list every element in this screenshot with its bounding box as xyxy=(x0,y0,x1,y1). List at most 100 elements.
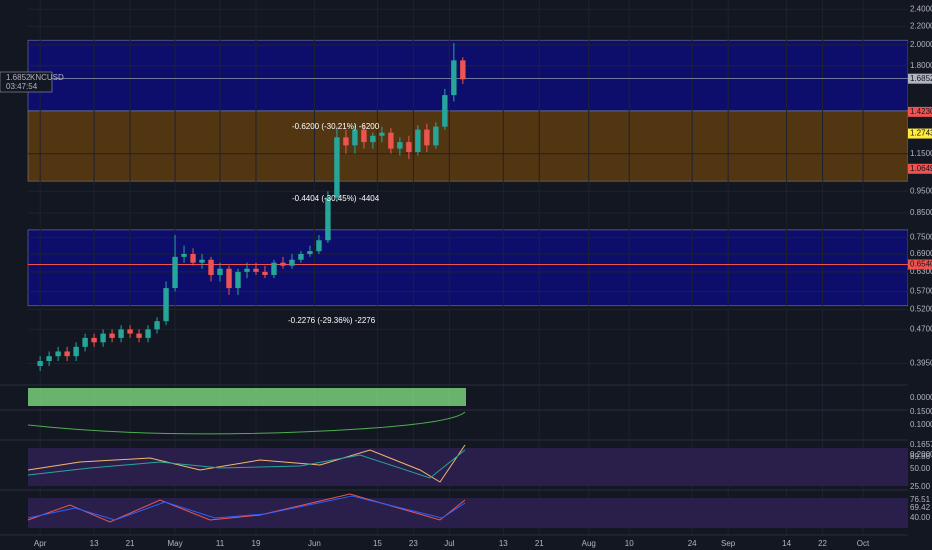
candle-body xyxy=(343,137,349,146)
x-tick-label: Jul xyxy=(444,539,454,548)
x-tick-label: Jun xyxy=(308,539,321,548)
candle-body xyxy=(46,356,52,362)
symbol: KNCUSD xyxy=(30,73,64,82)
y-tick-label: 2.2000 xyxy=(910,21,932,30)
x-tick-label: Sep xyxy=(721,539,736,548)
x-tick-label: 15 xyxy=(373,539,382,548)
y-tick-label: 2.4000 xyxy=(910,4,932,13)
price-tag xyxy=(908,106,932,117)
x-tick-label: 13 xyxy=(90,539,99,548)
candle-body xyxy=(199,259,205,263)
x-tick-label: 14 xyxy=(782,539,791,548)
candle-body xyxy=(172,256,178,289)
rsi-signal xyxy=(27,449,466,479)
zone xyxy=(27,229,909,307)
candle-body xyxy=(37,361,43,366)
candle-body xyxy=(235,271,241,289)
candle-body xyxy=(127,329,133,334)
rsi-line xyxy=(27,444,466,483)
candle-body xyxy=(433,126,439,146)
candle-body xyxy=(442,95,448,127)
candle-body xyxy=(91,337,97,343)
candle-body xyxy=(397,142,403,149)
stoch-band xyxy=(28,498,908,528)
candle-body xyxy=(73,346,79,357)
stoch-d xyxy=(27,495,466,521)
candle-body xyxy=(361,129,367,143)
candle-body xyxy=(352,129,358,146)
last-price-tag xyxy=(908,73,932,84)
candle-body xyxy=(244,268,250,272)
x-tick-label: Aug xyxy=(582,539,596,548)
last-price-tag-label: 1.6852 xyxy=(910,74,932,83)
price-tag xyxy=(908,128,932,139)
candle-body xyxy=(163,288,169,322)
candle-body xyxy=(55,351,61,357)
symbol-tag xyxy=(0,71,53,93)
price-tag-label: 1.0649 xyxy=(910,164,932,173)
price-tag-label: 1.4230 xyxy=(910,107,932,116)
candle-body xyxy=(334,137,340,198)
candle-body xyxy=(325,197,331,241)
pane-label: 40.00 xyxy=(910,513,931,522)
pane-label: 0.2000 xyxy=(910,450,932,459)
x-tick-label: 22 xyxy=(818,539,827,548)
candle-body xyxy=(424,129,430,146)
candle-body xyxy=(154,321,160,330)
candle-body xyxy=(82,337,88,347)
candle-body xyxy=(145,329,151,338)
candle-body xyxy=(100,333,106,343)
candle-body xyxy=(109,333,115,338)
x-tick-label: May xyxy=(167,539,182,548)
x-tick-label: 21 xyxy=(535,539,544,548)
y-tick-label: 0.3950 xyxy=(910,359,932,368)
candle-body xyxy=(262,271,268,275)
candle-body xyxy=(316,240,322,252)
candle-body xyxy=(253,268,259,272)
candle-body xyxy=(118,329,124,338)
adx-line xyxy=(27,411,466,435)
zones xyxy=(27,39,909,307)
rsi-band xyxy=(28,448,908,486)
candle-body xyxy=(460,60,466,80)
candle-body xyxy=(136,333,142,338)
annotation: -0.4404 (-30.45%) -4404 xyxy=(292,194,380,203)
candle-body xyxy=(406,142,412,152)
annotation: -0.6200 (-30.21%) -6200 xyxy=(292,122,380,131)
pane-label: 76.51 xyxy=(910,495,931,504)
y-tick-label: 1.8000 xyxy=(910,61,932,70)
candle-body xyxy=(226,268,232,289)
candle-body xyxy=(217,268,223,275)
candle-body xyxy=(451,60,457,96)
pane-label: 89.86 xyxy=(910,452,931,461)
zone xyxy=(27,110,909,182)
pane-label: 50.00 xyxy=(910,464,931,473)
candle-body xyxy=(307,251,313,254)
candle-body xyxy=(298,253,304,260)
candle-body xyxy=(370,135,376,143)
x-tick-label: 23 xyxy=(409,539,418,548)
x-tick-label: 10 xyxy=(625,539,634,548)
candle-body xyxy=(415,129,421,152)
last-price: 1.6852 xyxy=(6,73,31,82)
price-tag-label: 1.2743 xyxy=(910,129,932,138)
zone xyxy=(27,39,909,112)
pane-label: 69.42 xyxy=(910,503,931,512)
price-axis xyxy=(908,0,932,550)
candle-body xyxy=(379,132,385,136)
candle-body xyxy=(208,259,214,275)
